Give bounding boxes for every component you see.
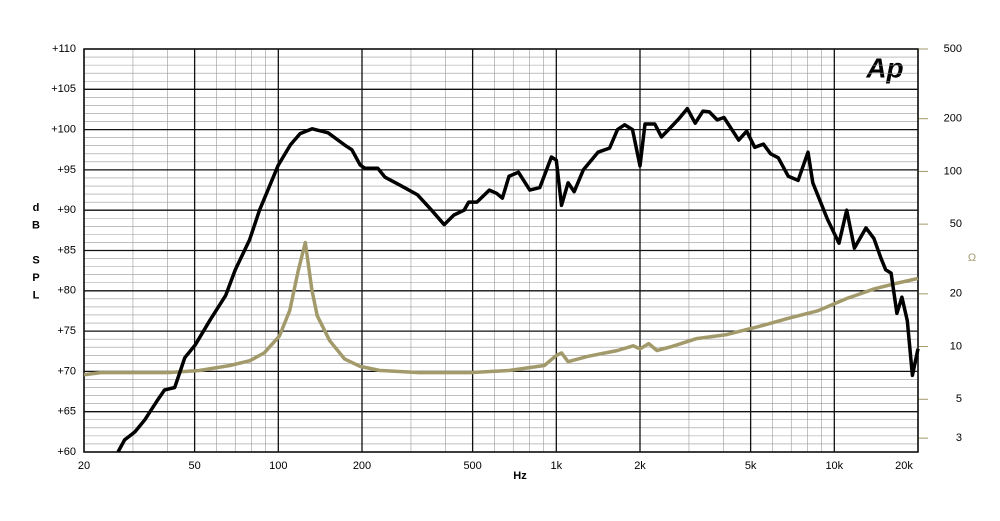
y-tick-label: +85 (57, 244, 76, 256)
y2-tick-label: 200 (944, 113, 962, 125)
x-tick-label: 50 (189, 460, 201, 472)
y-tick-label: +75 (57, 325, 76, 337)
data-line (116, 106, 920, 452)
y-tick-label: +110 (52, 43, 76, 55)
x-tick-label: 2k (634, 460, 646, 472)
y-tick-label: +90 (57, 204, 76, 216)
x-tick-label: 20 (78, 460, 90, 472)
y-tick-label: +80 (57, 285, 76, 297)
logo: Ap (865, 52, 903, 83)
y-tick-label: +65 (57, 406, 76, 418)
y2-tick-label: 100 (944, 165, 962, 177)
x-tick-label: 5k (745, 460, 757, 472)
plot-frame (83, 48, 919, 453)
x-tick-label: 200 (353, 460, 371, 472)
y2-tick-label: 5 (956, 393, 962, 405)
y2-axis-label: Ω (968, 252, 976, 264)
x-tick-label: 10k (825, 460, 843, 472)
y2-tick-label: 10 (950, 340, 962, 352)
x-tick-label: 100 (269, 460, 287, 472)
y-tick-label: +60 (57, 446, 76, 458)
x-tick-label: 1k (551, 460, 563, 472)
x-tick-label: 500 (463, 460, 481, 472)
y-tick-label: +100 (51, 124, 76, 136)
y2-tick-label: 20 (950, 288, 962, 300)
y2-tick-label: 3 (956, 432, 962, 444)
y-tick-label: +95 (57, 164, 76, 176)
y-tick-label: +70 (57, 365, 76, 377)
data-line (84, 240, 919, 377)
y-tick-label: +105 (51, 83, 76, 95)
y2-tick-label: 500 (944, 43, 962, 55)
x-tick-label: 20k (895, 460, 913, 472)
y2-tick-label: 50 (950, 218, 962, 230)
x-axis-label: Hz (513, 470, 527, 482)
